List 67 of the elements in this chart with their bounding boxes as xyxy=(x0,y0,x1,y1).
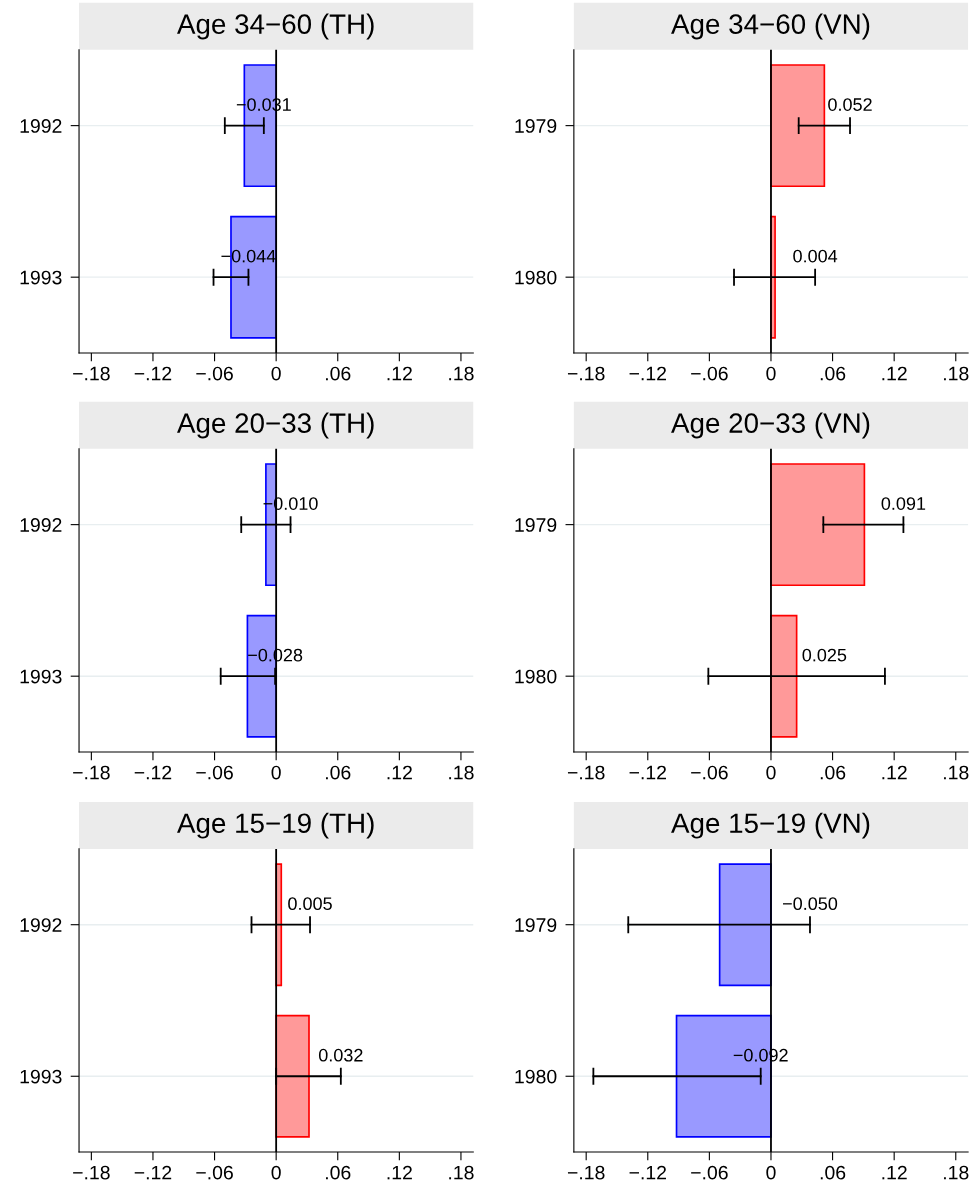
x-tick-label: −.06 xyxy=(196,366,233,381)
x-tick-label: .06 xyxy=(820,765,846,780)
y-tick-label: 1993 xyxy=(20,669,62,684)
x-tick-label: .06 xyxy=(326,1165,351,1180)
data-label: −0.050 xyxy=(783,897,838,911)
x-tick-label: −.12 xyxy=(134,366,172,381)
data-label: 0.025 xyxy=(802,648,847,662)
chart-title: Age 20−33 (TH) xyxy=(177,412,374,439)
x-tick-label: 0 xyxy=(766,366,776,381)
x-tick-label: −.18 xyxy=(567,366,605,381)
y-tick-label: 1980 xyxy=(515,669,557,684)
x-tick-label: .18 xyxy=(944,366,969,381)
x-tick-label: −.06 xyxy=(691,366,728,381)
data-label: 0.005 xyxy=(288,897,332,911)
data-label: 0.091 xyxy=(881,497,926,510)
y-tick-label: 1992 xyxy=(20,119,62,133)
y-tick-label: 1993 xyxy=(20,1069,62,1084)
x-tick-label: 0 xyxy=(271,366,281,381)
chart-title: Age 20−33 (VN) xyxy=(671,412,870,439)
y-tick-label: 1979 xyxy=(515,918,557,932)
x-tick-label: −.18 xyxy=(73,1165,110,1180)
y-tick-label: 1992 xyxy=(20,918,62,932)
x-tick-label: −.18 xyxy=(73,765,110,780)
x-tick-label: −.06 xyxy=(196,765,233,780)
x-tick-label: .12 xyxy=(882,765,907,780)
x-tick-label: .12 xyxy=(387,366,412,381)
x-tick-label: .06 xyxy=(820,1165,846,1180)
chart-title: Age 34−60 (TH) xyxy=(177,13,374,40)
x-tick-label: −.06 xyxy=(196,1165,233,1180)
chart-title: Age 15−19 (TH) xyxy=(177,812,374,839)
x-tick-label: 0 xyxy=(271,1165,281,1180)
x-tick-label: .18 xyxy=(449,1165,474,1180)
x-tick-label: −.18 xyxy=(567,1165,605,1180)
x-tick-label: .12 xyxy=(387,1165,412,1180)
data-label: 0.052 xyxy=(828,98,872,111)
x-tick-label: .18 xyxy=(449,366,474,381)
x-tick-label: −.12 xyxy=(629,765,666,780)
y-tick-label: 1992 xyxy=(20,518,62,532)
x-tick-label: −.12 xyxy=(629,1165,666,1180)
x-tick-label: 0 xyxy=(271,765,281,780)
x-tick-label: −.12 xyxy=(134,1165,172,1180)
data-label: 0.032 xyxy=(318,1048,363,1062)
x-tick-label: .12 xyxy=(882,366,907,381)
y-tick-label: 1979 xyxy=(515,119,557,133)
x-tick-label: .18 xyxy=(449,765,474,780)
x-tick-label: 0 xyxy=(766,765,776,780)
chart-title: Age 15−19 (VN) xyxy=(671,812,870,839)
x-tick-label: .12 xyxy=(882,1165,907,1180)
x-tick-label: −.06 xyxy=(691,1165,728,1180)
x-tick-label: .12 xyxy=(387,765,412,780)
data-label: 0.004 xyxy=(793,249,838,263)
x-tick-label: .18 xyxy=(944,1165,969,1180)
y-tick-label: 1980 xyxy=(515,1069,557,1084)
x-tick-label: 0 xyxy=(766,1165,776,1180)
x-tick-label: −.12 xyxy=(629,366,666,381)
x-tick-label: .18 xyxy=(944,765,969,780)
x-tick-label: .06 xyxy=(326,765,351,780)
y-tick-label: 1980 xyxy=(515,270,557,285)
x-tick-label: −.18 xyxy=(73,366,110,381)
y-tick-label: 1979 xyxy=(515,518,557,532)
x-tick-label: −.18 xyxy=(567,765,605,780)
x-tick-label: −.06 xyxy=(691,765,728,780)
x-tick-label: −.12 xyxy=(134,765,172,780)
x-tick-label: .06 xyxy=(326,366,351,381)
x-tick-label: .06 xyxy=(820,366,846,381)
chart-title: Age 34−60 (VN) xyxy=(671,13,870,40)
y-tick-label: 1993 xyxy=(20,270,62,285)
